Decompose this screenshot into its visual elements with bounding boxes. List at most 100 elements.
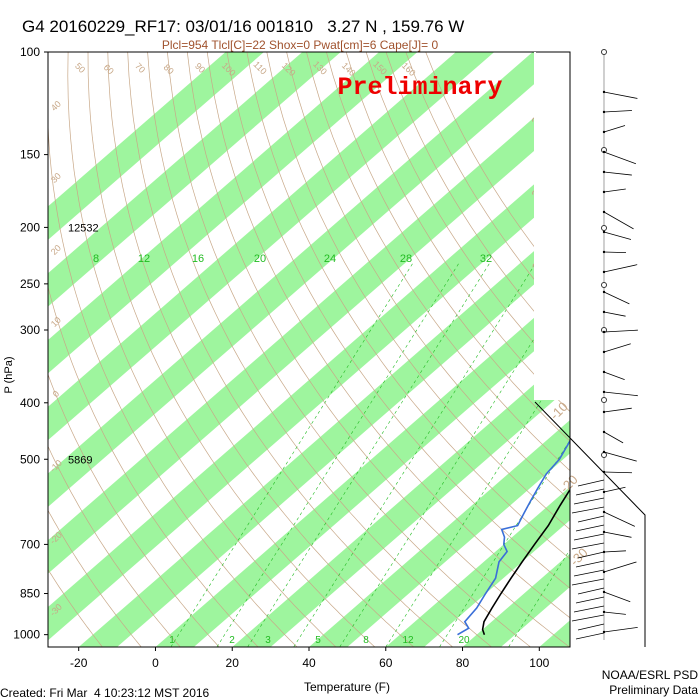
temperature-line xyxy=(481,488,570,635)
wind-barb xyxy=(575,524,605,532)
wind-calm-marker xyxy=(601,452,607,458)
wind-barb xyxy=(603,407,632,413)
sounding-series xyxy=(457,439,570,636)
wind-barb xyxy=(603,343,631,353)
x-tick-label: 20 xyxy=(226,656,240,670)
dry-adiabat-line xyxy=(286,52,570,501)
x-tick-label: 100 xyxy=(529,656,549,670)
mixing-ratio-line xyxy=(247,262,491,647)
wind-barb xyxy=(603,611,626,615)
y-tick-label: 100 xyxy=(20,45,40,59)
wind-barb xyxy=(603,311,626,317)
chart-title: G4 20160229_RF17: 03/01/16 001810 3.27 N… xyxy=(22,17,464,36)
dry-adiabat-line xyxy=(48,373,220,647)
mixing-ratio-label: 20 xyxy=(254,253,266,265)
wind-barb xyxy=(603,231,632,240)
wind-calm-marker xyxy=(601,397,607,403)
isotherm-band xyxy=(48,52,495,441)
mixing-ratio-label: 3 xyxy=(265,635,271,646)
wind-barb xyxy=(603,151,637,165)
wind-barb xyxy=(571,614,605,622)
wind-barb xyxy=(603,329,638,333)
mixing-ratio-label: 20 xyxy=(458,635,470,646)
mixing-ratio-line xyxy=(293,262,537,647)
wind-barb xyxy=(577,515,605,523)
dry-adiabat-line xyxy=(48,285,259,647)
y-tick-label: 200 xyxy=(20,220,40,234)
wind-calm-marker xyxy=(601,225,607,231)
wind-panel-border xyxy=(534,401,646,647)
wind-barb xyxy=(571,506,605,514)
dry-adiabat-line xyxy=(385,52,570,353)
dry-adiabat-line xyxy=(48,568,103,647)
dry-adiabat-line xyxy=(246,52,570,560)
dry-adiabat-line xyxy=(127,52,453,647)
data-status: Preliminary Data xyxy=(609,683,698,697)
isotherm-band xyxy=(48,86,570,574)
wind-barb xyxy=(577,623,605,631)
wind-barb xyxy=(571,578,605,586)
wind-barb xyxy=(573,497,605,505)
wind-barb xyxy=(603,431,624,444)
wind-barb xyxy=(577,479,605,487)
mixing-ratio-label: 28 xyxy=(400,253,412,265)
x-axis-title: Temperature (F) xyxy=(304,680,390,694)
dry-adiabats xyxy=(48,52,570,647)
mixing-ratio-label: 1 xyxy=(169,635,175,646)
wind-barb xyxy=(573,533,605,541)
x-tick-label: -20 xyxy=(70,656,88,670)
isotherm-band xyxy=(385,486,570,647)
mixing-ratio-label: 5 xyxy=(315,635,321,646)
x-tick-label: 0 xyxy=(152,656,159,670)
wind-profile-panel xyxy=(534,49,646,647)
dry-adiabat-line xyxy=(266,52,570,530)
height-label: 12532 xyxy=(68,222,99,234)
y-tick-label: 700 xyxy=(20,537,40,551)
wind-barb xyxy=(603,264,638,273)
plot-frame xyxy=(47,51,571,648)
wind-barb xyxy=(575,560,605,568)
isotherm-band xyxy=(78,219,570,647)
wind-barb xyxy=(571,542,605,550)
dry-adiabat-line xyxy=(306,52,570,472)
dry-adiabat-line xyxy=(67,52,337,647)
dry-adiabat-line xyxy=(147,52,492,647)
mixing-ratio-label: 8 xyxy=(363,635,369,646)
wind-barb xyxy=(603,561,637,573)
wind-panel-bg xyxy=(535,52,570,400)
y-tick-label: 150 xyxy=(20,148,40,162)
dry-adiabat-line xyxy=(48,52,298,647)
organization: NOAA/ESRL PSD xyxy=(602,668,699,682)
wind-barb xyxy=(603,211,634,230)
height-label: 5869 xyxy=(68,454,92,466)
wind-barb xyxy=(603,486,626,493)
wind-barb xyxy=(603,531,632,538)
x-tick-label: 40 xyxy=(302,656,316,670)
mixing-ratio-label: 8 xyxy=(93,253,99,265)
wind-barb xyxy=(577,587,605,595)
wind-barb xyxy=(603,91,638,99)
wind-calm-marker xyxy=(601,282,607,288)
dry-adiabat-line xyxy=(226,52,570,589)
y-axis-title: P (hPa) xyxy=(3,356,15,393)
isotherm-band xyxy=(48,52,264,240)
wind-barb xyxy=(573,605,605,613)
x-tick-label: 80 xyxy=(456,656,470,670)
wind-barb xyxy=(603,171,632,176)
y-tick-label: 850 xyxy=(20,587,40,601)
wind-barb xyxy=(603,125,626,133)
y-tick-label: 500 xyxy=(20,452,40,466)
dry-adiabat-line xyxy=(365,52,570,383)
mixing-ratio-line xyxy=(216,262,460,647)
dry-adiabat-line xyxy=(206,52,570,619)
isotherm-band xyxy=(48,52,570,507)
isotherm-label: 0 xyxy=(51,389,62,400)
isotherm-band xyxy=(539,620,570,647)
isotherm-band xyxy=(462,553,570,647)
dewpoint-line xyxy=(457,439,570,636)
wind-barb xyxy=(603,626,638,633)
wind-barb xyxy=(575,632,605,640)
dry-adiabat-line xyxy=(167,52,531,647)
wind-barb xyxy=(575,488,605,496)
dry-adiabat-line xyxy=(87,52,376,647)
